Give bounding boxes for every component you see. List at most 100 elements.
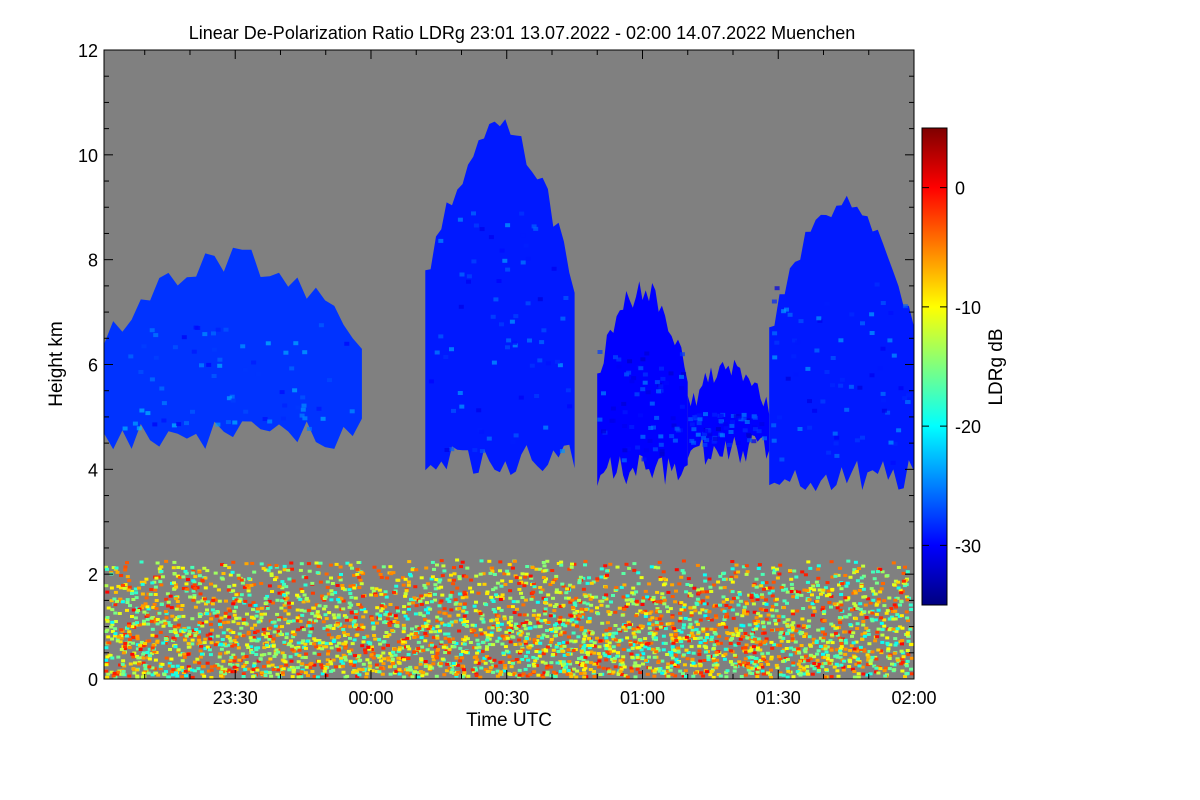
cloud-texture-pixel xyxy=(152,422,158,427)
boundary-layer-pixel xyxy=(396,649,401,653)
boundary-layer-pixel xyxy=(400,642,405,646)
boundary-layer-pixel xyxy=(886,649,891,653)
boundary-layer-pixel xyxy=(418,662,423,666)
boundary-layer-pixel xyxy=(280,673,285,676)
boundary-layer-pixel xyxy=(349,611,354,615)
boundary-layer-pixel xyxy=(654,621,659,625)
boundary-layer-pixel xyxy=(332,616,337,620)
cloud-texture-pixel xyxy=(695,432,701,437)
boundary-layer-pixel xyxy=(362,607,367,611)
boundary-layer-pixel xyxy=(644,612,648,616)
boundary-layer-pixel xyxy=(351,584,356,587)
boundary-layer-pixel xyxy=(292,633,297,636)
boundary-layer-pixel xyxy=(403,594,408,598)
boundary-layer-pixel xyxy=(852,675,857,679)
boundary-layer-pixel xyxy=(186,652,191,656)
boundary-layer-pixel xyxy=(807,598,812,602)
boundary-layer-pixel xyxy=(743,673,748,677)
cloud-texture-pixel xyxy=(860,321,865,326)
cloud-texture-pixel xyxy=(711,439,717,444)
cloud-texture-pixel xyxy=(689,422,695,427)
boundary-layer-pixel xyxy=(653,565,658,569)
boundary-layer-pixel xyxy=(775,666,780,670)
boundary-layer-pixel xyxy=(252,662,257,666)
boundary-layer-pixel xyxy=(483,661,488,665)
cloud-texture-pixel xyxy=(723,425,729,430)
boundary-layer-pixel xyxy=(811,613,815,617)
boundary-layer-pixel xyxy=(278,668,283,671)
boundary-layer-pixel xyxy=(855,607,860,610)
boundary-layer-pixel xyxy=(211,598,216,602)
boundary-layer-pixel xyxy=(168,594,173,598)
boundary-layer-pixel xyxy=(620,658,625,662)
cloud-texture-pixel xyxy=(153,355,159,360)
cloud-texture-pixel xyxy=(905,400,911,405)
boundary-layer-pixel xyxy=(561,603,566,607)
boundary-layer-pixel xyxy=(219,670,224,674)
boundary-layer-pixel xyxy=(670,656,675,660)
boundary-layer-pixel xyxy=(801,607,806,610)
cloud-texture-pixel xyxy=(792,338,797,343)
boundary-layer-pixel xyxy=(790,633,795,637)
boundary-layer-pixel xyxy=(306,620,311,624)
boundary-layer-pixel xyxy=(360,668,365,672)
boundary-layer-pixel xyxy=(192,580,197,584)
boundary-layer-pixel xyxy=(647,655,651,659)
boundary-layer-pixel xyxy=(572,562,577,566)
boundary-layer-pixel xyxy=(703,579,708,583)
boundary-layer-pixel xyxy=(909,672,914,676)
boundary-layer-pixel xyxy=(401,576,405,580)
boundary-layer-pixel xyxy=(828,639,833,643)
boundary-layer-pixel xyxy=(776,614,781,618)
boundary-layer-pixel xyxy=(259,616,264,620)
boundary-layer-pixel xyxy=(611,594,615,597)
boundary-layer-pixel xyxy=(635,667,640,671)
cloud-texture-pixel xyxy=(226,396,232,401)
boundary-layer-pixel xyxy=(895,613,900,617)
boundary-layer-pixel xyxy=(678,611,682,615)
boundary-layer-pixel xyxy=(662,598,667,602)
boundary-layer-pixel xyxy=(414,632,419,635)
boundary-layer-pixel xyxy=(300,655,305,659)
boundary-layer-pixel xyxy=(702,573,707,577)
boundary-layer-pixel xyxy=(442,645,446,649)
boundary-layer-pixel xyxy=(781,615,786,619)
boundary-layer-pixel xyxy=(504,649,509,653)
boundary-layer-pixel xyxy=(679,601,684,605)
boundary-layer-pixel xyxy=(167,662,172,666)
boundary-layer-pixel xyxy=(174,597,179,601)
boundary-layer-pixel xyxy=(776,618,781,622)
boundary-layer-pixel xyxy=(838,647,843,651)
boundary-layer-pixel xyxy=(428,665,433,669)
boundary-layer-pixel xyxy=(318,561,323,565)
boundary-layer-pixel xyxy=(724,625,729,629)
boundary-layer-pixel xyxy=(268,626,273,630)
boundary-layer-pixel xyxy=(555,661,560,665)
cloud-texture-pixel xyxy=(807,425,813,430)
cloud-texture-pixel xyxy=(638,366,644,371)
boundary-layer-pixel xyxy=(698,641,703,645)
boundary-layer-pixel xyxy=(264,601,269,605)
cloud-texture-pixel xyxy=(720,433,725,438)
boundary-layer-pixel xyxy=(856,672,861,676)
boundary-layer-pixel xyxy=(411,601,416,605)
boundary-layer-pixel xyxy=(197,623,202,627)
boundary-layer-pixel xyxy=(676,650,681,654)
boundary-layer-pixel xyxy=(503,666,508,670)
boundary-layer-pixel xyxy=(849,608,854,612)
boundary-layer-pixel xyxy=(753,656,758,660)
boundary-layer-pixel xyxy=(477,610,482,614)
boundary-layer-pixel xyxy=(562,644,567,648)
cloud-texture-pixel xyxy=(702,442,708,447)
boundary-layer-pixel xyxy=(246,586,251,590)
boundary-layer-pixel xyxy=(617,606,622,610)
boundary-layer-pixel xyxy=(562,653,567,657)
boundary-layer-pixel xyxy=(569,639,574,643)
boundary-layer-pixel xyxy=(304,596,309,600)
boundary-layer-pixel xyxy=(724,598,729,601)
boundary-layer-pixel xyxy=(343,644,348,647)
boundary-layer-pixel xyxy=(518,576,523,580)
cloud-texture-pixel xyxy=(520,260,526,265)
boundary-layer-pixel xyxy=(485,636,490,639)
boundary-layer-pixel xyxy=(637,653,642,657)
